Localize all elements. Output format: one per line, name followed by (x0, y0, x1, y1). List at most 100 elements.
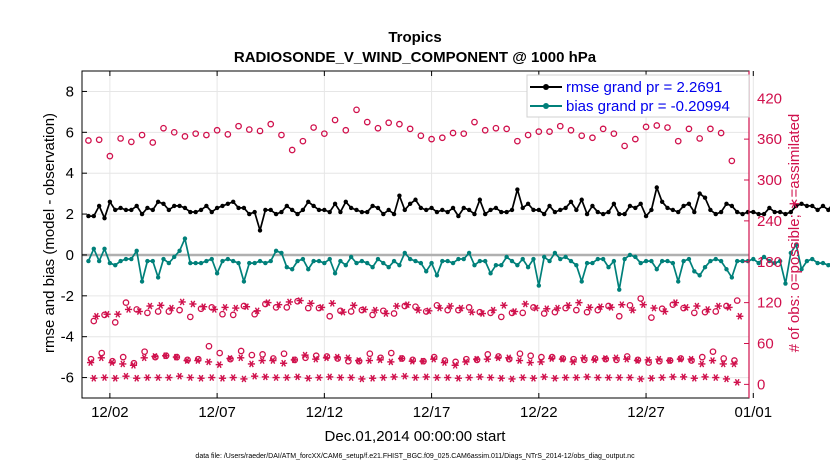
rmse-point (488, 207, 493, 213)
obs-possible-point (540, 310, 548, 317)
asterisk-stroke (220, 374, 225, 382)
rmse-point (204, 203, 209, 209)
obs-assimilated-point (322, 354, 331, 362)
asterisk-stroke (544, 305, 550, 313)
bias-point (504, 254, 509, 260)
obs-assimilated-point (661, 308, 669, 315)
bias-point (289, 267, 295, 272)
bias-point (568, 258, 574, 264)
rmse-point (295, 211, 300, 217)
obs-assimilated-point (468, 308, 476, 316)
obs-assimilated-point (172, 353, 180, 361)
obs-possible-point (497, 313, 505, 321)
rmse-point (284, 203, 290, 209)
bias-point (515, 262, 520, 268)
bias-point (429, 260, 434, 266)
rmse-point (91, 213, 96, 219)
obs-possible-point (516, 350, 524, 358)
obs-possible-point (331, 116, 339, 124)
obs-assimilated-point (693, 302, 701, 310)
rmse-point (536, 207, 542, 213)
asterisk-stroke (102, 374, 107, 382)
obs-assimilated-point (575, 299, 583, 307)
asterisk-stroke (474, 355, 480, 363)
rmse-point (348, 205, 354, 211)
obs-assimilated-point (242, 303, 251, 311)
asterisk-stroke (324, 354, 329, 362)
bias-point (129, 256, 134, 262)
asterisk-stroke (173, 353, 179, 361)
rmse-point (670, 207, 676, 213)
legend-bias-marker (543, 103, 549, 109)
asterisk-stroke (681, 373, 686, 381)
bias-point (783, 281, 788, 286)
asterisk-stroke (93, 312, 99, 320)
rmse-point (155, 199, 161, 204)
bias-point (134, 248, 139, 254)
asterisk-stroke (123, 372, 129, 380)
asterisk-stroke (351, 301, 357, 309)
bias-point (343, 262, 348, 268)
obs-assimilated-point (626, 374, 634, 382)
asterisk-stroke (399, 355, 404, 362)
obs-possible-point (417, 132, 425, 140)
obs-assimilated-point (647, 374, 656, 382)
asterisk-stroke (281, 359, 287, 367)
obs-possible-point (717, 129, 725, 137)
asterisk-stroke (527, 359, 533, 367)
bias-point (402, 250, 407, 256)
y-tick-label: 2 (66, 206, 74, 223)
bias-point (102, 246, 107, 252)
rmse-point (247, 211, 252, 217)
obs-possible-point (594, 306, 602, 314)
obs-assimilated-point (90, 374, 98, 382)
rmse-point (311, 203, 316, 209)
asterisk-stroke (498, 374, 504, 382)
bias-point (713, 256, 718, 262)
obs-possible-point (698, 353, 706, 361)
asterisk-stroke (737, 312, 743, 320)
rmse-point (504, 209, 509, 215)
obs-possible-point (117, 135, 124, 142)
obs-possible-point (709, 348, 717, 356)
y-tick-label: 8 (66, 83, 74, 100)
bias-point (611, 258, 617, 264)
rmse-point (466, 207, 472, 213)
bias-point (236, 260, 241, 266)
bias-point (209, 256, 214, 262)
rmse-point (654, 185, 659, 190)
bias-point (718, 258, 724, 264)
asterisk-stroke (222, 303, 228, 311)
asterisk-stroke (705, 305, 711, 313)
obs-assimilated-point (457, 304, 465, 312)
bias-point (166, 260, 172, 266)
rmse-point (456, 213, 461, 219)
y-tick-label: 4 (66, 165, 74, 182)
obs-assimilated-point (339, 308, 347, 316)
bias-point (676, 279, 681, 284)
obs-possible-point (278, 131, 285, 139)
asterisk-stroke (731, 360, 737, 368)
obs-assimilated-point (722, 375, 731, 383)
bias-point (155, 275, 161, 280)
asterisk-stroke (372, 306, 378, 314)
obs-assimilated-point (465, 374, 473, 382)
asterisk-stroke (458, 304, 464, 312)
bias-point (91, 246, 96, 252)
rmse-point (257, 228, 263, 233)
obs-assimilated-point (264, 299, 272, 307)
obs-possible-point (460, 130, 468, 138)
bias-point (252, 260, 257, 266)
rmse-point (740, 211, 745, 217)
asterisk-stroke (560, 355, 565, 363)
obs-assimilated-point (505, 354, 513, 362)
rmse-point (574, 207, 579, 213)
obs-possible-point (438, 134, 446, 142)
obs-possible-point (347, 308, 355, 315)
rmse-point (541, 211, 547, 217)
bias-point (161, 256, 166, 262)
y-right-tick-label: 120 (757, 295, 782, 312)
obs-assimilated-point (344, 354, 352, 362)
asterisk-stroke (145, 374, 150, 382)
bias-point (188, 260, 193, 266)
